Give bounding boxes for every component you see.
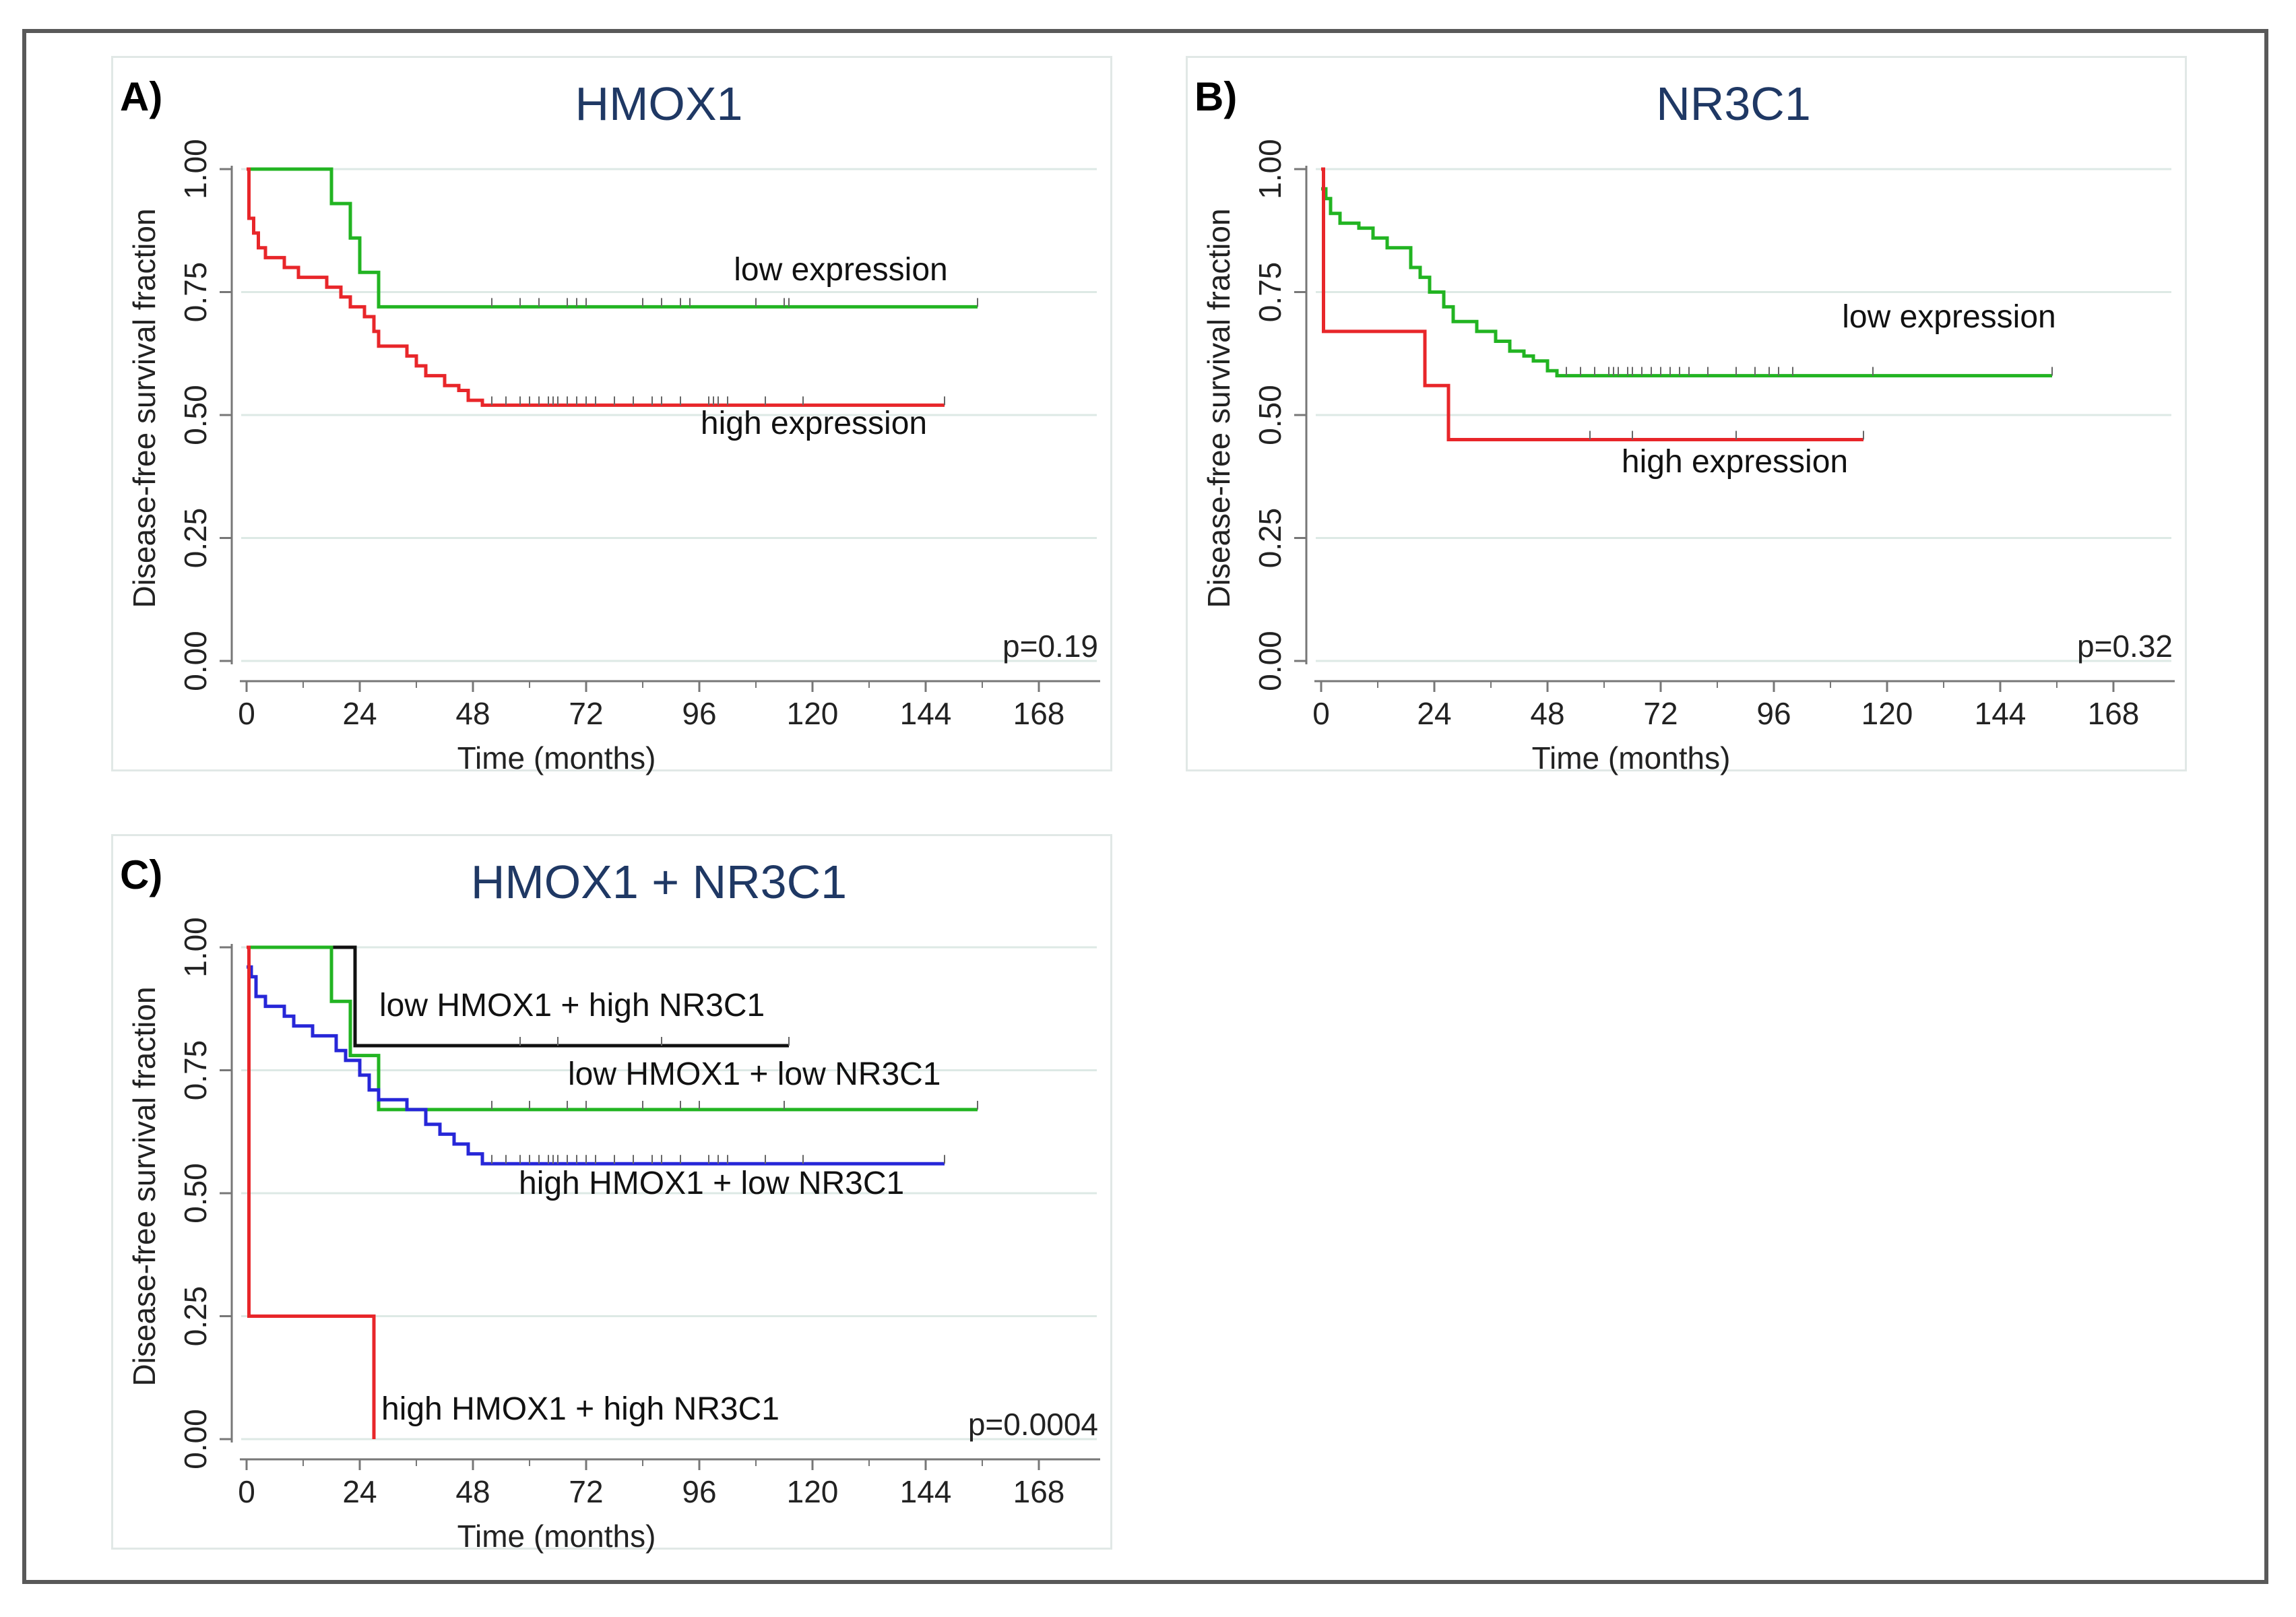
y-tick-label: 0.25: [178, 1286, 213, 1347]
series-line-2: [247, 965, 945, 1166]
series-line-0: [247, 167, 978, 309]
series-label: high expression: [1622, 444, 1848, 480]
p-value: p=0.32: [2077, 629, 2173, 664]
x-tick-label: 48: [455, 696, 490, 731]
series-label: low HMOX1 + high NR3C1: [379, 988, 765, 1023]
series-line-0: [1321, 187, 2052, 378]
panel-title: HMOX1 + NR3C1: [471, 856, 847, 908]
y-tick-label: 1.00: [178, 139, 213, 199]
series-label: high expression: [701, 406, 927, 441]
y-tick-label: 0.25: [1252, 508, 1287, 569]
panel-label: C): [120, 852, 162, 897]
panel-c: C) HMOX1 + NR3C1 0.00 0.25 0.50 0.75 1.00 Disea…: [111, 834, 1112, 1554]
x-tick-label: 24: [342, 1474, 377, 1509]
series-line-1: [1321, 167, 1863, 441]
series-label: low HMOX1 + low NR3C1: [568, 1056, 941, 1092]
y-tick-label: 0.00: [1252, 631, 1287, 691]
x-tick-label: 48: [455, 1474, 490, 1509]
y-tick-label: 1.00: [178, 917, 213, 978]
panel-label: B): [1194, 74, 1237, 119]
x-tick-label: 96: [682, 1474, 716, 1509]
x-tick-label: 24: [342, 696, 377, 731]
x-tick-label: 48: [1530, 696, 1564, 731]
x-tick-label: 144: [1975, 696, 2027, 731]
y-tick-label: 0.50: [178, 1163, 213, 1224]
panel-b: B) NR3C1 0.00 0.25 0.50 0.75 1.00 Disease-free …: [1186, 56, 2187, 775]
y-tick-label: 0.75: [178, 262, 213, 323]
y-tick-label: 0.75: [178, 1040, 213, 1101]
y-tick-label: 0.25: [178, 508, 213, 569]
p-value: p=0.19: [1002, 629, 1098, 664]
x-tick-label: 168: [1013, 1474, 1065, 1509]
chart-panel-a: A) HMOX1 0.00 0.25 0.50 0.75 1.00 Disease-free …: [120, 74, 1100, 775]
x-tick-label: 24: [1417, 696, 1451, 731]
series-label: high HMOX1 + high NR3C1: [381, 1391, 779, 1427]
y-tick-label: 0.75: [1252, 262, 1287, 323]
panel-label: A): [120, 74, 162, 119]
y-tick-label: 0.00: [178, 631, 213, 691]
x-tick-label: 72: [569, 696, 603, 731]
x-tick-label: 168: [1013, 696, 1065, 731]
x-tick-label: 72: [1643, 696, 1678, 731]
x-tick-label: 120: [1861, 696, 1913, 731]
x-tick-label: 120: [787, 696, 839, 731]
series-label: low expression: [734, 252, 947, 288]
series-label: high HMOX1 + low NR3C1: [519, 1166, 904, 1201]
x-axis-title: Time (months): [1532, 740, 1731, 775]
x-tick-label: 0: [1312, 696, 1330, 731]
x-tick-label: 0: [238, 1474, 255, 1509]
chart-panel-c: C) HMOX1 + NR3C1 0.00 0.25 0.50 0.75 1.00 Disea…: [120, 852, 1100, 1554]
y-tick-label: 0.00: [178, 1409, 213, 1469]
y-tick-label: 0.50: [178, 385, 213, 445]
x-axis-title: Time (months): [457, 740, 656, 775]
x-axis-title: Time (months): [457, 1519, 656, 1554]
x-tick-label: 96: [682, 696, 716, 731]
panel-title: HMOX1: [575, 77, 743, 130]
chart-panel-b: B) NR3C1 0.00 0.25 0.50 0.75 1.00 Disease-free …: [1194, 74, 2175, 775]
x-tick-label: 120: [787, 1474, 839, 1509]
y-axis-title: Disease-free survival fraction: [127, 986, 162, 1386]
x-tick-label: 72: [569, 1474, 603, 1509]
x-tick-label: 0: [238, 696, 255, 731]
x-tick-label: 144: [900, 1474, 952, 1509]
y-axis-title: Disease-free survival fraction: [127, 208, 162, 608]
p-value: p=0.0004: [968, 1407, 1098, 1442]
series-line-3: [247, 945, 376, 1439]
x-tick-label: 96: [1756, 696, 1791, 731]
y-tick-label: 0.50: [1252, 385, 1287, 445]
y-axis-title: Disease-free survival fraction: [1201, 208, 1236, 608]
x-tick-label: 168: [2088, 696, 2140, 731]
panel-title: NR3C1: [1656, 77, 1811, 130]
x-tick-label: 144: [900, 696, 952, 731]
y-tick-label: 1.00: [1252, 139, 1287, 199]
series-label: low expression: [1842, 299, 2055, 335]
series-line-1: [247, 167, 945, 407]
panel-a: A) HMOX1 0.00 0.25 0.50 0.75 1.00 Disease-free …: [111, 56, 1112, 775]
